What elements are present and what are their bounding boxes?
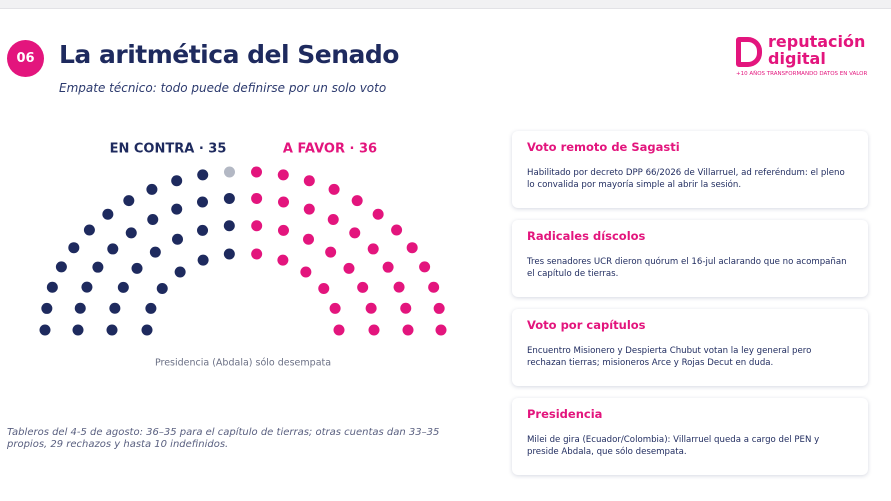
seat (251, 192, 263, 204)
seat (251, 166, 263, 178)
seat (368, 324, 380, 336)
seat (109, 302, 121, 314)
info-card: Voto por capítulos Encuentro Misionero y … (512, 309, 868, 386)
info-card: Presidencia Milei de gira (Ecuador/Colomb… (512, 398, 868, 475)
seat (391, 224, 403, 236)
card-title: Voto remoto de Sagasti (527, 140, 680, 154)
seat (145, 302, 157, 314)
seat (277, 169, 289, 181)
seat (277, 224, 289, 236)
seat (106, 324, 118, 336)
seat (372, 208, 384, 220)
seat (357, 281, 369, 293)
seat (156, 282, 168, 294)
seat (343, 262, 355, 274)
seat (41, 302, 53, 314)
card-title: Voto por capítulos (527, 318, 646, 332)
seat (131, 262, 143, 274)
card-title: Radicales díscolos (527, 229, 646, 243)
chart-caption: Presidencia (Abdala) sólo desempata (155, 358, 331, 369)
seat (303, 233, 314, 245)
seat (251, 248, 263, 260)
seat (117, 281, 129, 293)
seat (365, 302, 377, 314)
seat (328, 183, 340, 195)
seat (197, 254, 209, 266)
seat (303, 203, 315, 215)
card-body: Tres senadores UCR dieron quórum el 16-j… (527, 257, 847, 279)
legend-label: A FAVOR · 36 (283, 142, 377, 157)
seat (81, 281, 93, 293)
seat (55, 261, 67, 273)
seat (428, 281, 440, 293)
seat (147, 213, 159, 225)
seat (172, 233, 183, 245)
seat (367, 243, 379, 255)
seat (171, 175, 183, 187)
seat (171, 203, 183, 215)
logo-tagline: +10 AÑOS TRANSFORMANDO DATOS EN VALOR (736, 71, 868, 77)
seat (278, 196, 290, 208)
seat (223, 248, 235, 260)
card-title: Presidencia (527, 407, 603, 421)
info-card: Radicales díscolos Tres senadores UCR die… (512, 220, 868, 297)
seat (83, 224, 95, 236)
seat (393, 281, 405, 293)
seat (149, 246, 161, 258)
seat (382, 261, 394, 273)
section-badge: 06 (7, 40, 44, 77)
seat (123, 195, 135, 207)
seat (197, 169, 209, 181)
seat (333, 324, 345, 336)
seat (435, 324, 447, 336)
seat (406, 242, 418, 254)
seat (402, 324, 414, 336)
seat (174, 266, 186, 278)
seat (125, 227, 137, 239)
seat (141, 324, 153, 336)
card-body: Milei de gira (Ecuador/Colombia): Villar… (527, 435, 820, 457)
seat (72, 324, 84, 336)
card-body: Encuentro Misionero y Despierta Chubut v… (527, 346, 812, 368)
seat (300, 266, 312, 278)
card-body: Habilitado por decreto DPP 66/2026 de Vi… (527, 168, 845, 190)
seat (74, 302, 86, 314)
seat (349, 227, 361, 239)
footnote: Tableros del 4-5 de agosto: 36–35 para e… (7, 427, 440, 450)
seat (327, 213, 339, 225)
seat (303, 175, 315, 187)
logo-text: reputación (768, 32, 866, 51)
legend-label: EN CONTRA · 35 (110, 142, 227, 157)
seat (196, 196, 208, 208)
seat (39, 324, 51, 336)
seat (325, 246, 337, 258)
seat (277, 254, 289, 266)
chart: EN CONTRA · 35 A FAVOR · 36 Presidencia (A… (39, 142, 447, 369)
seat (419, 261, 431, 273)
seat (318, 282, 330, 294)
page-subtitle: Empate técnico: todo puede definirse por… (59, 81, 387, 95)
seat (68, 242, 80, 254)
seat (46, 281, 58, 293)
seat (107, 243, 119, 255)
seat (400, 302, 412, 314)
seat (146, 183, 158, 195)
seat (223, 220, 235, 232)
seat (223, 166, 235, 178)
info-card: Voto remoto de Sagasti Habilitado por dec… (512, 131, 868, 208)
seat (433, 302, 445, 314)
logo-text: digital (768, 49, 826, 68)
seat (197, 224, 209, 236)
seat (351, 195, 363, 207)
seat (251, 220, 263, 232)
top-bar (0, 0, 891, 9)
seat (92, 261, 104, 273)
seat (329, 302, 341, 314)
seat (102, 208, 114, 220)
seat (223, 192, 235, 204)
page-title: La aritmética del Senado (59, 40, 399, 69)
logo-mark (736, 37, 762, 67)
